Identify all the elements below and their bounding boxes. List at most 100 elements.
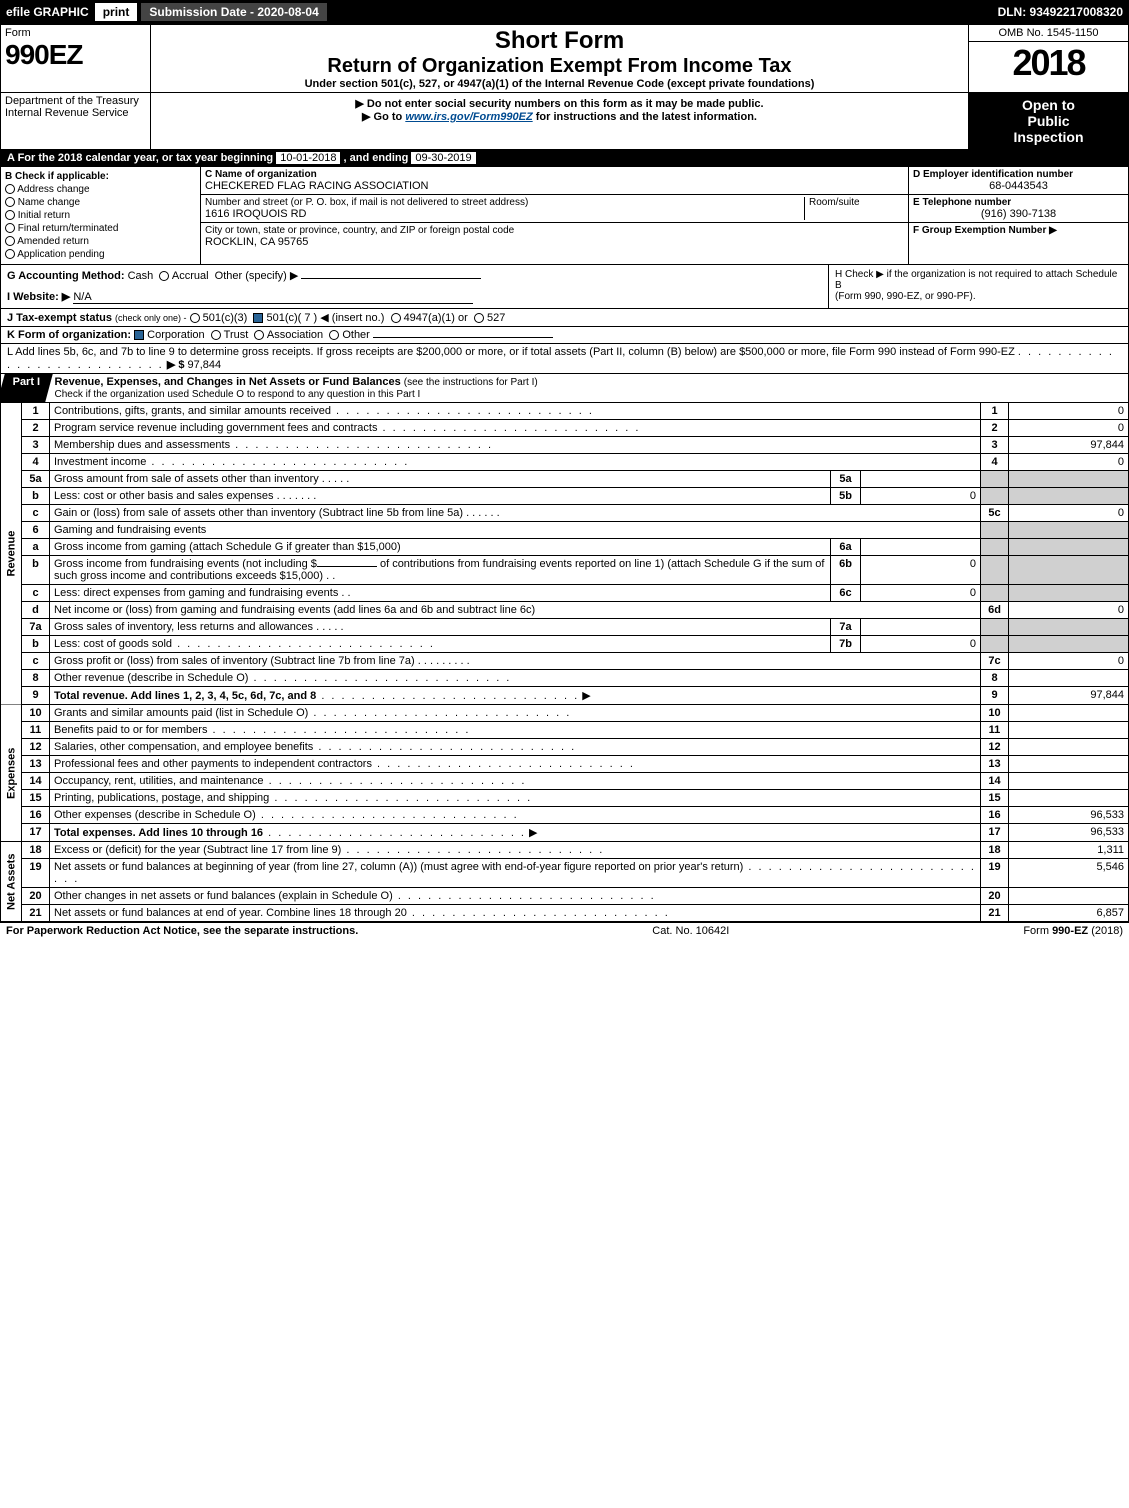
- form-number: 990EZ: [5, 39, 146, 71]
- line-6b-value: 0: [861, 556, 981, 585]
- efile-label: efile GRAPHIC: [0, 5, 95, 19]
- efile-top-bar: efile GRAPHIC print Submission Date - 20…: [0, 0, 1129, 24]
- opt-application-pending: Application pending: [5, 249, 196, 260]
- line-17-desc: Total expenses. Add lines 10 through 16 …: [50, 824, 981, 842]
- line-7b-value: 0: [861, 636, 981, 653]
- part-1-table: Revenue 1 Contributions, gifts, grants, …: [0, 403, 1129, 922]
- line-15-desc: Printing, publications, postage, and shi…: [50, 790, 981, 807]
- header-row-2: Department of the Treasury Internal Reve…: [0, 93, 1129, 150]
- line-10-value: [1009, 705, 1129, 722]
- tax-year: 2018: [969, 42, 1128, 84]
- line-10-desc: Grants and similar amounts paid (list in…: [50, 705, 981, 722]
- website-value: N/A: [73, 291, 473, 304]
- line-6-desc: Gaming and fundraising events: [50, 522, 981, 539]
- line-17-value: 96,533: [1009, 824, 1129, 842]
- period-begin: 10-01-2018: [276, 152, 340, 164]
- section-f: F Group Exemption Number ▶: [909, 223, 1128, 238]
- line-6c-desc: Less: direct expenses from gaming and fu…: [50, 585, 831, 602]
- section-i-label: I Website: ▶: [7, 291, 70, 303]
- line-4-desc: Investment income: [50, 454, 981, 471]
- line-6d-desc: Net income or (loss) from gaming and fun…: [50, 602, 981, 619]
- line-5c-desc: Gain or (loss) from sale of assets other…: [50, 505, 981, 522]
- 501c3-radio[interactable]: [190, 313, 200, 323]
- submission-date: Submission Date - 2020-08-04: [141, 3, 326, 21]
- line-9-desc: Total revenue. Add lines 1, 2, 3, 4, 5c,…: [50, 687, 981, 705]
- line-15-value: [1009, 790, 1129, 807]
- header-right: OMB No. 1545-1150 2018: [968, 25, 1128, 92]
- section-h: H Check ▶ if the organization is not req…: [828, 265, 1128, 308]
- 527-radio[interactable]: [474, 313, 484, 323]
- city-state-zip: ROCKLIN, CA 95765: [205, 236, 904, 248]
- expenses-side-label: Expenses: [1, 705, 22, 842]
- short-form-title: Short Form: [155, 27, 964, 55]
- opt-name-change: Name change: [5, 197, 196, 208]
- line-5c-value: 0: [1009, 505, 1129, 522]
- street-cell: Number and street (or P. O. box, if mail…: [201, 195, 908, 223]
- accrual-radio[interactable]: [159, 271, 169, 281]
- section-j: J Tax-exempt status (check only one) - 5…: [0, 309, 1129, 327]
- section-a-period: A For the 2018 calendar year, or tax yea…: [0, 150, 1129, 167]
- note-ssn: ▶ Do not enter social security numbers o…: [155, 97, 964, 110]
- telephone: (916) 390-7138: [913, 208, 1124, 220]
- line-12-desc: Salaries, other compensation, and employ…: [50, 739, 981, 756]
- line-21-desc: Net assets or fund balances at end of ye…: [50, 905, 981, 922]
- line-13-value: [1009, 756, 1129, 773]
- net-assets-side-label: Net Assets: [1, 842, 22, 922]
- line-8-value: [1009, 670, 1129, 687]
- section-d: D Employer identification number 68-0443…: [909, 167, 1128, 195]
- info-block: B Check if applicable: Address change Na…: [0, 167, 1129, 265]
- line-6d-value: 0: [1009, 602, 1129, 619]
- org-name: CHECKERED FLAG RACING ASSOCIATION: [205, 180, 904, 192]
- line-7a-value: [861, 619, 981, 636]
- corporation-checkbox[interactable]: [134, 330, 144, 340]
- 4947-radio[interactable]: [391, 313, 401, 323]
- line-18-value: 1,311: [1009, 842, 1129, 859]
- section-k: K Form of organization: Corporation Trus…: [0, 327, 1129, 344]
- header-mid: Short Form Return of Organization Exempt…: [151, 25, 968, 92]
- irs-link[interactable]: www.irs.gov/Form990EZ: [405, 111, 532, 123]
- part-1-title: Revenue, Expenses, and Changes in Net As…: [49, 374, 1128, 402]
- 501c-checkbox[interactable]: [253, 313, 263, 323]
- print-button[interactable]: print: [95, 3, 138, 21]
- page-footer: For Paperwork Reduction Act Notice, see …: [0, 922, 1129, 939]
- line-11-desc: Benefits paid to or for members: [50, 722, 981, 739]
- line-13-desc: Professional fees and other payments to …: [50, 756, 981, 773]
- section-l: L Add lines 5b, 6c, and 7b to line 9 to …: [0, 344, 1129, 374]
- footer-catno: Cat. No. 10642I: [358, 925, 1023, 937]
- section-def: D Employer identification number 68-0443…: [908, 167, 1128, 264]
- line-5a-desc: Gross amount from sale of assets other t…: [50, 471, 831, 488]
- line-4-value: 0: [1009, 454, 1129, 471]
- line-6c-value: 0: [861, 585, 981, 602]
- line-1-value: 0: [1009, 403, 1129, 420]
- line-6b-desc: Gross income from fundraising events (no…: [50, 556, 831, 585]
- line-6a-value: [861, 539, 981, 556]
- association-radio[interactable]: [254, 330, 264, 340]
- line-2-value: 0: [1009, 420, 1129, 437]
- line-7c-desc: Gross profit or (loss) from sales of inv…: [50, 653, 981, 670]
- line-3-desc: Membership dues and assessments: [50, 437, 981, 454]
- line-11-value: [1009, 722, 1129, 739]
- dept-treasury: Department of the Treasury Internal Reve…: [1, 93, 151, 149]
- trust-radio[interactable]: [211, 330, 221, 340]
- line-5b-value: 0: [861, 488, 981, 505]
- line-18-desc: Excess or (deficit) for the year (Subtra…: [50, 842, 981, 859]
- org-name-cell: C Name of organization CHECKERED FLAG RA…: [201, 167, 908, 195]
- opt-final-return: Final return/terminated: [5, 223, 196, 234]
- line-19-value: 5,546: [1009, 859, 1129, 888]
- open-to-public: Open to Public Inspection: [968, 93, 1128, 149]
- line-8-desc: Other revenue (describe in Schedule O): [50, 670, 981, 687]
- line-5a-value: [861, 471, 981, 488]
- line-7c-value: 0: [1009, 653, 1129, 670]
- under-section: Under section 501(c), 527, or 4947(a)(1)…: [155, 78, 964, 90]
- line-3-value: 97,844: [1009, 437, 1129, 454]
- opt-initial-return: Initial return: [5, 210, 196, 221]
- line-16-value: 96,533: [1009, 807, 1129, 824]
- line-19-desc: Net assets or fund balances at beginning…: [50, 859, 981, 888]
- line-6a-desc: Gross income from gaming (attach Schedul…: [50, 539, 831, 556]
- line-2-desc: Program service revenue including govern…: [50, 420, 981, 437]
- other-radio[interactable]: [329, 330, 339, 340]
- revenue-side-label: Revenue: [1, 403, 22, 705]
- section-c: C Name of organization CHECKERED FLAG RA…: [201, 167, 908, 264]
- line-20-desc: Other changes in net assets or fund bala…: [50, 888, 981, 905]
- section-g: G Accounting Method: Cash Accrual Other …: [1, 265, 828, 308]
